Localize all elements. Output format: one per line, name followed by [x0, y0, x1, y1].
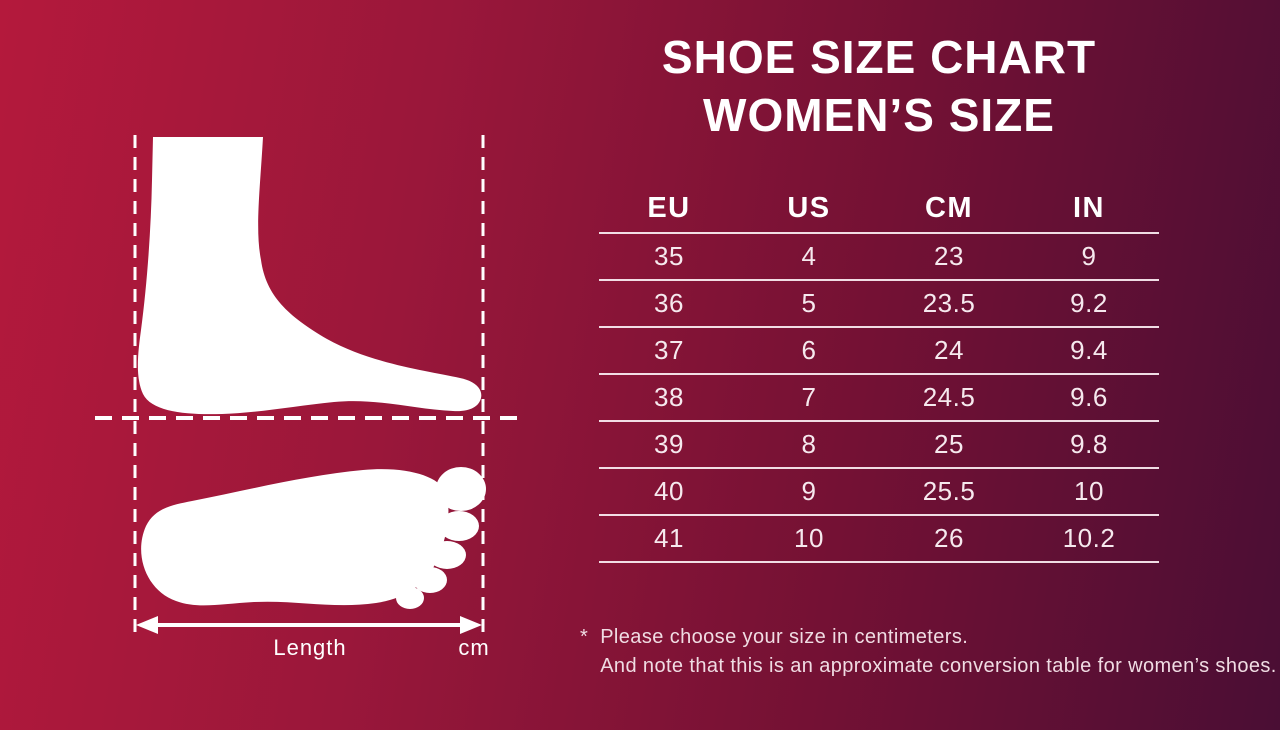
table-row: 35 4 23 9 [599, 234, 1159, 281]
size-conversion-table: EU US CM IN 35 4 23 9 36 5 23.5 9.2 37 6 24 9.4 38 7 24.5 9… [599, 185, 1159, 563]
table-cell: 10.2 [1062, 523, 1116, 553]
table-cell: 39 [654, 429, 684, 459]
table-cell: 9 [1081, 241, 1097, 271]
header-cell: IN [1073, 192, 1105, 224]
table-cell: 35 [654, 241, 684, 271]
table-cell: 40 [654, 476, 684, 506]
table-row: 38 7 24.5 9.6 [599, 375, 1159, 422]
table-cell: 36 [654, 288, 684, 318]
table-cell: 38 [654, 382, 684, 412]
table-cell: 10 [794, 523, 824, 553]
table-cell: 9.4 [1070, 335, 1108, 365]
header-cell: EU [647, 192, 691, 224]
table-row: 41 10 26 10.2 [599, 516, 1159, 563]
title-line-2: WOMEN’S SIZE [703, 89, 1055, 141]
table-row: 39 8 25 9.8 [599, 422, 1159, 469]
foot-measurement-diagram [95, 135, 523, 638]
header-cell: CM [924, 192, 974, 224]
table-header-row: EU US CM IN [599, 185, 1159, 234]
table-cell: 5 [801, 288, 817, 318]
table-cell: 10 [1074, 476, 1104, 506]
footprint-silhouette-icon [141, 467, 486, 609]
footnote-text: Please choose your size in centimeters. … [600, 623, 1277, 681]
table-cell: 37 [654, 335, 684, 365]
footnote-asterisk: * [580, 626, 589, 648]
table-row: 36 5 23.5 9.2 [599, 281, 1159, 328]
length-arrow-icon [136, 616, 482, 634]
table-cell: 9 [801, 476, 817, 506]
title-line-1: SHOE SIZE CHART [661, 31, 1097, 83]
page-title: SHOE SIZE CHART WOMEN’S SIZE [599, 28, 1159, 144]
table-cell: 41 [654, 523, 684, 553]
table-cell: 9.2 [1070, 288, 1108, 318]
measure-guides-icon [95, 135, 523, 638]
unit-label: cm [458, 635, 490, 660]
table-cell: 23 [934, 241, 964, 271]
table-cell: 25 [934, 429, 964, 459]
footnote-line-2: And note that this is an approximate con… [600, 655, 1277, 677]
table-cell: 24.5 [922, 382, 976, 412]
table-cell: 26 [934, 523, 964, 553]
foot-side-silhouette-icon [137, 137, 482, 415]
header-cell: US [787, 192, 831, 224]
table-cell: 24 [934, 335, 964, 365]
table-cell: 8 [801, 429, 817, 459]
table-cell: 7 [801, 382, 817, 412]
table-cell: 6 [801, 335, 817, 365]
table-row: 37 6 24 9.4 [599, 328, 1159, 375]
table-cell: 23.5 [922, 288, 976, 318]
footnotes: * Please choose your size in centimeters… [580, 623, 1277, 681]
table-cell: 9.6 [1070, 382, 1108, 412]
table-row: 40 9 25.5 10 [599, 469, 1159, 516]
table-cell: 4 [801, 241, 817, 271]
footnote-line-1: Please choose your size in centimeters. [600, 626, 969, 648]
table-cell: 9.8 [1070, 429, 1108, 459]
table-cell: 25.5 [922, 476, 976, 506]
length-label: Length [273, 635, 347, 660]
